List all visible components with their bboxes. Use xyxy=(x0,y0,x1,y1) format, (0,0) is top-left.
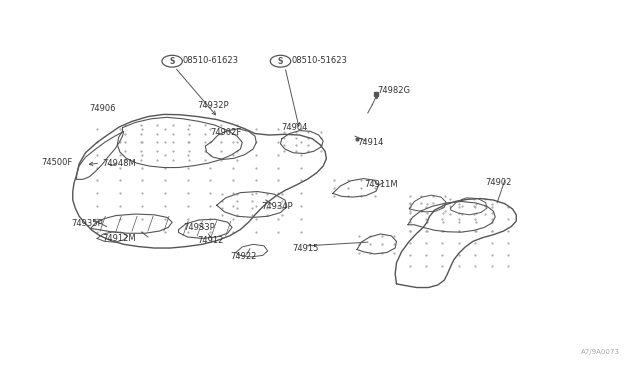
Text: 74948M: 74948M xyxy=(102,158,136,168)
Text: 74500F: 74500F xyxy=(41,157,72,167)
Text: 74915: 74915 xyxy=(292,244,318,253)
Text: S: S xyxy=(278,57,283,66)
Text: 74933P: 74933P xyxy=(183,223,215,232)
Text: 74902: 74902 xyxy=(486,178,512,187)
Text: 08510-61623: 08510-61623 xyxy=(183,56,239,65)
Text: 74932P: 74932P xyxy=(198,101,229,110)
Text: 74935P: 74935P xyxy=(72,219,103,228)
Text: 74912: 74912 xyxy=(198,236,224,245)
Text: S: S xyxy=(170,57,175,66)
Text: 74922: 74922 xyxy=(231,252,257,262)
Text: 74934P: 74934P xyxy=(261,202,293,211)
Text: 08510-51623: 08510-51623 xyxy=(292,56,348,65)
Text: 74906: 74906 xyxy=(90,104,116,113)
Text: 74902F: 74902F xyxy=(211,128,242,137)
Text: 74982G: 74982G xyxy=(378,86,410,94)
Text: 74914: 74914 xyxy=(357,138,383,147)
Text: 74912M: 74912M xyxy=(102,234,136,243)
Text: 74904: 74904 xyxy=(282,123,308,132)
Text: A7/9A0073: A7/9A0073 xyxy=(580,349,620,355)
Text: 74911M: 74911M xyxy=(365,180,398,189)
